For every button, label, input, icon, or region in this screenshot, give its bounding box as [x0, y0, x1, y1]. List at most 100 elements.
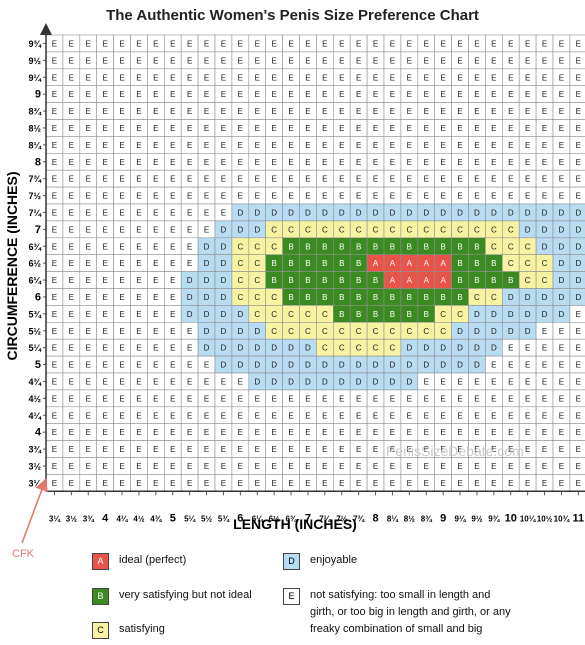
- cell-letter: C: [373, 225, 379, 234]
- cell-letter: E: [119, 411, 124, 420]
- cell-letter: E: [559, 327, 564, 336]
- cell-letter: C: [525, 276, 531, 285]
- cell-letter: B: [373, 293, 378, 302]
- cell-letter: E: [440, 73, 445, 82]
- cell-letter: E: [238, 107, 243, 116]
- cell-letter: E: [339, 158, 344, 167]
- cell-letter: E: [457, 411, 462, 420]
- cell-letter: E: [440, 39, 445, 48]
- cell-letter: E: [407, 175, 412, 184]
- cell-letter: E: [305, 462, 310, 471]
- cell-letter: D: [356, 208, 362, 217]
- cell-letter: D: [187, 310, 193, 319]
- cell-letter: D: [204, 276, 210, 285]
- cell-letter: E: [119, 90, 124, 99]
- cell-letter: B: [356, 310, 361, 319]
- cell-letter: E: [576, 445, 581, 454]
- cell-letter: B: [508, 276, 513, 285]
- cell-letter: E: [170, 310, 175, 319]
- cell-letter: E: [559, 428, 564, 437]
- cell-letter: E: [491, 158, 496, 167]
- cell-letter: E: [170, 259, 175, 268]
- cell-letter: D: [525, 208, 531, 217]
- cell-letter: E: [576, 107, 581, 116]
- cell-letter: E: [525, 394, 530, 403]
- cell-letter: E: [221, 377, 226, 386]
- legend-label-a: ideal (perfect): [119, 554, 187, 566]
- cell-letter: E: [525, 411, 530, 420]
- cell-letter: E: [305, 141, 310, 150]
- cell-letter: E: [457, 158, 462, 167]
- cell-letter: D: [237, 225, 243, 234]
- cell-letter: E: [474, 377, 479, 386]
- cell-letter: E: [559, 411, 564, 420]
- cell-letter: E: [187, 73, 192, 82]
- cell-letter: E: [407, 462, 412, 471]
- cell-letter: E: [424, 175, 429, 184]
- cell-letter: E: [52, 327, 57, 336]
- cell-letter: E: [52, 259, 57, 268]
- cell-letter: E: [52, 208, 57, 217]
- cell-letter: C: [457, 225, 463, 234]
- cell-letter: C: [406, 327, 412, 336]
- cell-letter: E: [525, 445, 530, 454]
- cell-letter: E: [52, 242, 57, 251]
- cell-letter: D: [559, 293, 565, 302]
- cell-letter: E: [238, 175, 243, 184]
- legend-label-e-line-2: girth, or too big in length and girth, o…: [310, 606, 511, 618]
- cell-letter: E: [52, 90, 57, 99]
- cell-letter: C: [508, 259, 514, 268]
- cell-letter: E: [373, 192, 378, 201]
- cell-letter: E: [255, 462, 260, 471]
- cell-letter: D: [271, 208, 277, 217]
- cell-letter: E: [170, 361, 175, 370]
- cell-letter: C: [542, 259, 548, 268]
- cell-letter: E: [474, 394, 479, 403]
- cell-letter: D: [575, 293, 581, 302]
- cell-letter: E: [491, 73, 496, 82]
- y-tick-label: 4: [35, 427, 42, 439]
- cell-letter: E: [305, 192, 310, 201]
- cell-letter: D: [559, 276, 565, 285]
- cell-letter: E: [102, 411, 107, 420]
- cell-letter: D: [559, 259, 565, 268]
- cell-letter: D: [525, 327, 531, 336]
- credit-arrow: [21, 478, 48, 544]
- cell-letter: E: [119, 327, 124, 336]
- cell-letter: E: [204, 394, 209, 403]
- cell-letter: E: [187, 259, 192, 268]
- cell-letter: E: [170, 208, 175, 217]
- cell-letter: E: [86, 175, 91, 184]
- cell-letter: E: [170, 90, 175, 99]
- cell-letter: E: [204, 377, 209, 386]
- cell-letter: D: [457, 344, 463, 353]
- cell-letter: D: [322, 208, 328, 217]
- cell-letter: E: [407, 124, 412, 133]
- legend-swatch-c: C: [92, 622, 109, 639]
- cell-letter: E: [102, 327, 107, 336]
- x-tick-label: 10¾: [554, 514, 571, 523]
- cell-letter: E: [305, 394, 310, 403]
- cell-letter: E: [170, 225, 175, 234]
- x-tick-label: 5½: [201, 514, 212, 523]
- cell-letter: B: [457, 242, 462, 251]
- cell-letter: E: [559, 394, 564, 403]
- cell-letter: E: [187, 225, 192, 234]
- cell-letter: C: [288, 310, 294, 319]
- cell-letter: D: [406, 377, 412, 386]
- cell-letter: E: [373, 90, 378, 99]
- y-tick-label: 5½: [28, 326, 41, 336]
- cell-letter: E: [52, 462, 57, 471]
- cell-letter: E: [576, 158, 581, 167]
- cell-letter: E: [339, 479, 344, 488]
- y-tick-label: 7¾: [28, 174, 42, 184]
- cell-letter: C: [491, 225, 497, 234]
- cell-letter: E: [102, 259, 107, 268]
- cell-letter: E: [255, 175, 260, 184]
- cell-letter: E: [559, 361, 564, 370]
- cell-letter: C: [288, 225, 294, 234]
- cell-letter: E: [508, 192, 513, 201]
- cell-letter: D: [390, 361, 396, 370]
- cell-letter: E: [153, 344, 158, 353]
